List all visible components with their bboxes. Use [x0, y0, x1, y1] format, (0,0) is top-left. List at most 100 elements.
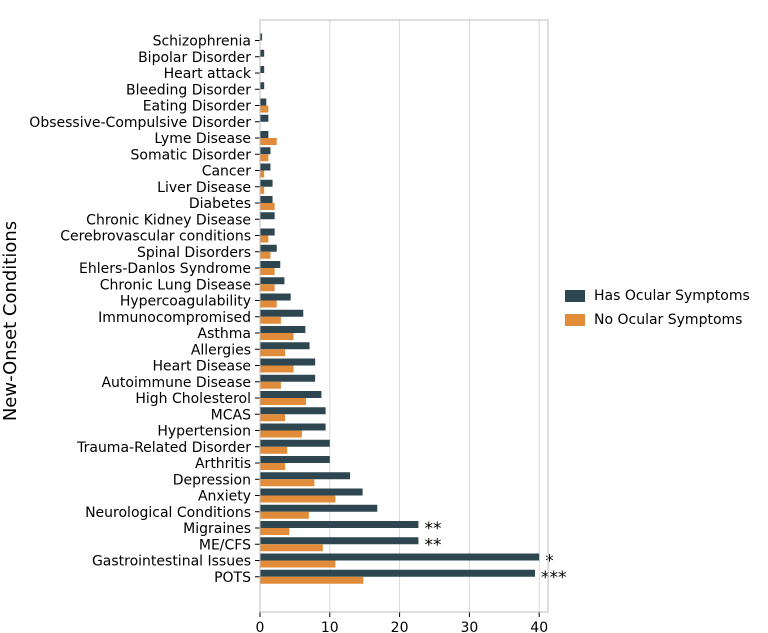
category-label-neurological-conditions: Neurological Conditions	[85, 505, 251, 521]
category-label-bleeding-disorder: Bleeding Disorder	[126, 82, 251, 98]
bar-has-ocular-obsessive-compulsive-disorder	[260, 114, 269, 122]
bars	[260, 33, 540, 584]
bar-has-ocular-ehlers-danlos-syndrome	[260, 261, 281, 268]
bar-has-ocular-hypercoagulability	[260, 293, 291, 301]
category-label-gastrointestinal-issues: Gastrointestinal Issues	[92, 554, 251, 570]
y-axis-title: New-Onset Conditions	[0, 221, 21, 421]
bar-no-ocular-anxiety	[260, 495, 336, 503]
bar-has-ocular-cancer	[260, 163, 271, 171]
tick-label-x-30: 30	[460, 620, 478, 633]
category-label-anxiety: Anxiety	[198, 489, 251, 505]
bar-has-ocular-asthma	[260, 326, 306, 333]
category-label-me-cfs: ME/CFS	[199, 537, 251, 553]
bar-has-ocular-somatic-disorder	[260, 147, 271, 155]
bar-has-ocular-heart-disease	[260, 358, 316, 366]
category-label-bipolar-disorder: Bipolar Disorder	[138, 50, 251, 66]
bar-no-ocular-allergies	[260, 349, 286, 357]
category-label-spinal-disorders: Spinal Disorders	[137, 245, 251, 261]
category-label-autoimmune-disease: Autoimmune Disease	[101, 375, 251, 391]
category-label-hypertension: Hypertension	[157, 424, 251, 440]
bar-no-ocular-asthma	[260, 333, 294, 340]
bar-no-ocular-depression	[260, 479, 315, 487]
bar-has-ocular-neurological-conditions	[260, 504, 378, 512]
bar-no-ocular-cerebrovascular-conditions	[260, 235, 269, 243]
bar-has-ocular-heart-attack	[260, 66, 265, 73]
category-label-arthritis: Arthritis	[195, 456, 251, 472]
category-label-trauma-related-disorder: Trauma-Related Disorder	[76, 440, 251, 456]
category-label-ehlers-danlos-syndrome: Ehlers-Danlos Syndrome	[79, 261, 251, 277]
tick-label-x-20: 20	[391, 620, 409, 633]
category-label-schizophrenia: Schizophrenia	[153, 34, 251, 50]
bar-has-ocular-arthritis	[260, 456, 330, 463]
significance-annotations: ********	[424, 519, 566, 588]
bar-no-ocular-trauma-related-disorder	[260, 446, 288, 454]
significance-gastrointestinal-issues: *	[545, 552, 554, 572]
bar-has-ocular-cerebrovascular-conditions	[260, 228, 275, 236]
bar-has-ocular-me-cfs	[260, 537, 419, 545]
bar-no-ocular-arthritis	[260, 463, 286, 470]
bar-has-ocular-gastrointestinal-issues	[260, 553, 540, 561]
category-label-cancer: Cancer	[202, 164, 252, 180]
bar-has-ocular-immunocompromised	[260, 309, 304, 317]
bar-no-ocular-liver-disease	[260, 186, 265, 194]
category-label-high-cholesterol: High Cholesterol	[135, 391, 251, 407]
legend-label-has-ocular: Has Ocular Symptoms	[594, 288, 750, 304]
legend-item-has-ocular: Has Ocular Symptoms	[565, 285, 750, 307]
bar-has-ocular-bipolar-disorder	[260, 49, 265, 57]
tick-label-x-0: 0	[256, 620, 265, 633]
bar-has-ocular-mcas	[260, 407, 326, 415]
tick-label-x-10: 10	[321, 620, 339, 633]
category-label-hypercoagulability: Hypercoagulability	[120, 294, 251, 310]
bar-has-ocular-spinal-disorders	[260, 244, 277, 252]
bar-no-ocular-hypercoagulability	[260, 300, 277, 308]
bar-no-ocular-ehlers-danlos-syndrome	[260, 268, 275, 275]
legend: Has Ocular Symptoms No Ocular Symptoms	[565, 285, 750, 333]
bar-no-ocular-migraines	[260, 528, 290, 535]
bar-has-ocular-anxiety	[260, 488, 363, 496]
category-label-liver-disease: Liver Disease	[157, 180, 251, 196]
tick-label-x-40: 40	[530, 620, 548, 633]
legend-swatch-no-ocular	[565, 314, 585, 326]
category-label-obsessive-compulsive-disorder: Obsessive-Compulsive Disorder	[29, 115, 251, 131]
category-label-depression: Depression	[173, 472, 251, 488]
bar-has-ocular-hypertension	[260, 423, 326, 431]
category-label-somatic-disorder: Somatic Disorder	[131, 147, 252, 163]
bar-has-ocular-chronic-kidney-disease	[260, 212, 275, 220]
bar-no-ocular-me-cfs	[260, 544, 323, 552]
bar-has-ocular-schizophrenia	[260, 33, 263, 41]
bar-has-ocular-trauma-related-disorder	[260, 439, 330, 447]
bar-no-ocular-high-cholesterol	[260, 398, 307, 405]
bar-no-ocular-lyme-disease	[260, 138, 277, 145]
category-label-mcas: MCAS	[211, 407, 251, 423]
x-ticks: 0 10 20 30 40	[256, 612, 548, 633]
category-label-pots: POTS	[214, 570, 251, 586]
category-label-diabetes: Diabetes	[189, 196, 251, 212]
bar-no-ocular-neurological-conditions	[260, 511, 309, 519]
category-label-migraines: Migraines	[183, 521, 251, 537]
bar-has-ocular-high-cholesterol	[260, 391, 322, 398]
gridlines	[329, 20, 540, 612]
plot-frame	[259, 19, 549, 613]
bar-no-ocular-cancer	[260, 170, 265, 178]
bar-no-ocular-hypertension	[260, 430, 302, 438]
bar-has-ocular-depression	[260, 472, 351, 480]
bar-has-ocular-eating-disorder	[260, 98, 267, 106]
bar-no-ocular-spinal-disorders	[260, 251, 271, 259]
category-label-lyme-disease: Lyme Disease	[154, 131, 251, 147]
significance-me-cfs: **	[424, 535, 441, 555]
category-label-heart-attack: Heart attack	[164, 66, 252, 82]
bar-has-ocular-pots	[260, 569, 536, 577]
bar-has-ocular-bleeding-disorder	[260, 82, 265, 90]
category-label-cerebrovascular-conditions: Cerebrovascular conditions	[60, 229, 251, 245]
category-label-allergies: Allergies	[191, 342, 251, 358]
bar-has-ocular-allergies	[260, 342, 310, 350]
legend-swatch-has-ocular	[565, 290, 585, 302]
category-label-immunocompromised: Immunocompromised	[98, 310, 251, 326]
bar-has-ocular-chronic-lung-disease	[260, 277, 285, 285]
bar-has-ocular-lyme-disease	[260, 131, 269, 138]
bar-no-ocular-mcas	[260, 414, 286, 422]
legend-item-no-ocular: No Ocular Symptoms	[565, 309, 750, 331]
bar-no-ocular-pots	[260, 576, 364, 584]
